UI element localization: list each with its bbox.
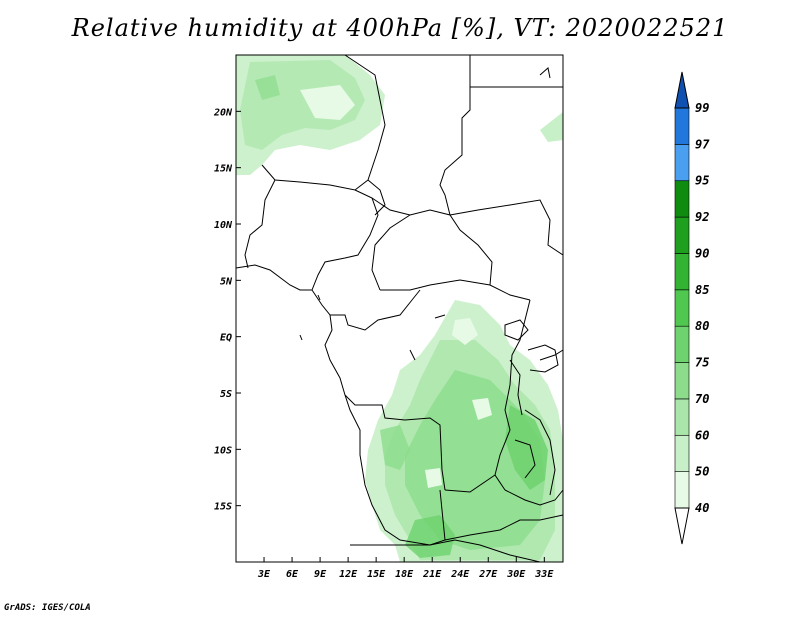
colorbar-level-label: 40	[695, 501, 709, 515]
country-borders	[235, 54, 564, 563]
colorbar-swatch	[674, 144, 690, 182]
lat-tick-label: 15S	[214, 502, 232, 513]
latitude-axis: 20N 15N 10N 5N EQ 5S 10S 15S	[213, 107, 241, 513]
lat-tick-label: 15N	[214, 164, 233, 175]
colorbar-swatch	[674, 325, 690, 363]
lon-tick-label: 18E	[395, 569, 414, 580]
lat-tick-label: 5N	[220, 276, 233, 287]
colorbar-level-label: 60	[695, 428, 709, 442]
colorbar-swatch	[674, 362, 690, 400]
map-title: Relative humidity at 400hPa [%], VT: 202…	[71, 14, 729, 42]
colorbar-swatch	[674, 180, 690, 218]
lon-tick-label: 24E	[450, 569, 470, 580]
lon-tick-label: 30E	[506, 569, 526, 580]
colorbar-swatch	[674, 107, 690, 145]
lon-tick-label: 6E	[286, 569, 299, 580]
colorbar: 40 50 60 70 75 80 85 90 92 95 97 99	[674, 71, 710, 545]
colorbar-level-label: 99	[695, 101, 709, 115]
lon-tick-label: 9E	[314, 569, 327, 580]
lat-tick-label: 5S	[220, 389, 232, 400]
lon-tick-label: 15E	[367, 569, 386, 580]
credit-text: GrADS: IGES/COLA	[4, 603, 91, 613]
colorbar-max-arrow	[674, 71, 690, 109]
colorbar-min-arrow	[674, 507, 690, 545]
lon-tick-label: 12E	[339, 569, 358, 580]
lat-tick-label: 20N	[213, 107, 233, 118]
lon-tick-label: 21E	[422, 569, 442, 580]
colorbar-level-label: 95	[695, 174, 709, 188]
colorbar-level-label: 50	[695, 465, 709, 479]
colorbar-swatch	[674, 253, 690, 291]
humidity-shading	[236, 55, 563, 562]
colorbar-level-label: 97	[695, 137, 710, 151]
lon-tick-label: 3E	[257, 569, 271, 580]
lat-tick-label: 10N	[214, 220, 233, 231]
colorbar-swatch	[674, 398, 690, 436]
colorbar-level-label: 70	[695, 392, 709, 406]
longitude-axis: 3E 6E 9E 12E 15E 18E 21E 24E 27E 30E 33E	[257, 557, 554, 580]
map-frame	[235, 54, 564, 563]
colorbar-level-label: 80	[695, 319, 709, 333]
lon-tick-label: 33E	[534, 569, 554, 580]
lat-tick-label: EQ	[220, 333, 232, 344]
lat-tick-label: 10S	[214, 445, 232, 456]
colorbar-swatch	[674, 434, 690, 472]
lon-tick-label: 27E	[478, 569, 498, 580]
colorbar-swatch	[674, 289, 690, 327]
colorbar-level-label: 85	[695, 283, 709, 297]
colorbar-level-label: 92	[695, 210, 709, 224]
colorbar-swatch	[674, 216, 690, 254]
colorbar-level-label: 90	[695, 246, 709, 260]
colorbar-level-label: 75	[695, 356, 709, 370]
colorbar-swatch	[674, 471, 690, 509]
